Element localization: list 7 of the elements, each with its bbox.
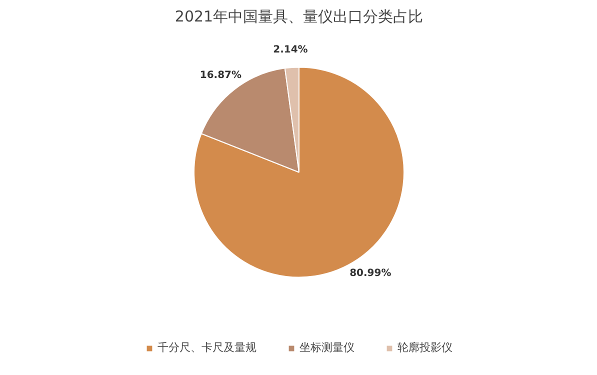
legend-label: 轮廓投影仪 — [398, 340, 452, 355]
legend-label: 坐标测量仪 — [300, 340, 354, 355]
data-label: 2.14% — [273, 44, 308, 56]
data-label: 80.99% — [350, 268, 392, 280]
data-label: 16.87% — [200, 70, 242, 82]
legend-label: 千分尺、卡尺及量规 — [158, 340, 256, 355]
chart-title: 2021年中国量具、量仪出口分类占比 — [174, 8, 424, 26]
